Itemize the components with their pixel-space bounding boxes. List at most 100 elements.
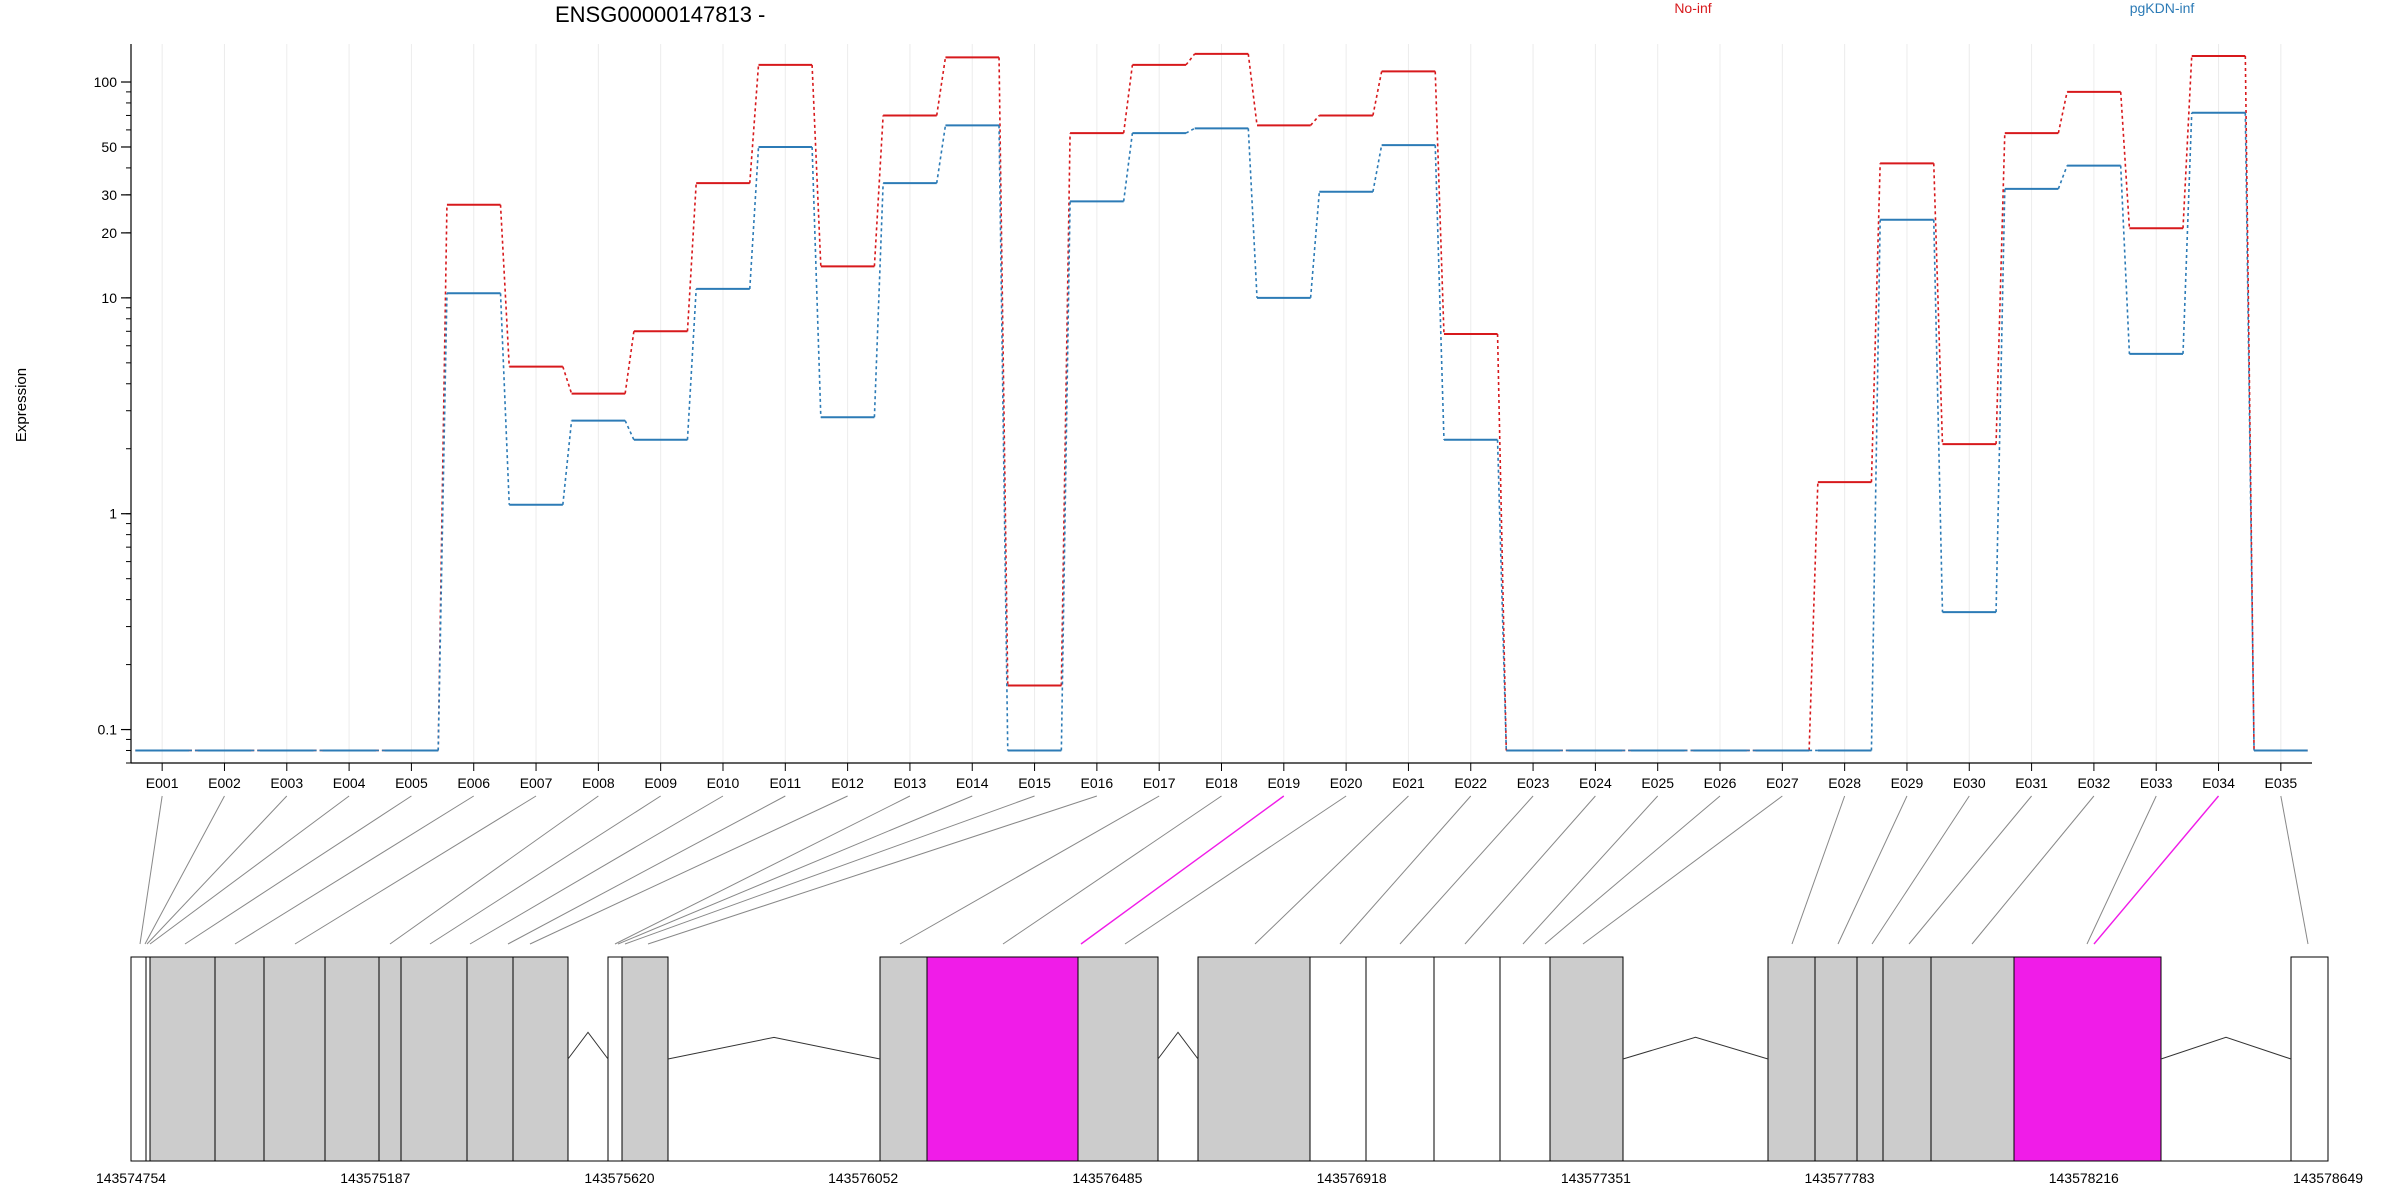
exon-connector-line xyxy=(294,795,537,945)
x-tick-label: E026 xyxy=(1704,775,1737,791)
data-connector xyxy=(1372,144,1383,192)
data-connector xyxy=(1995,188,2006,613)
exon-connector-line xyxy=(2093,795,2220,945)
exon-connector-line xyxy=(1339,795,1472,945)
data-connector xyxy=(811,146,822,418)
coordinate-label: 143576485 xyxy=(1072,1170,1142,1186)
data-connector xyxy=(1247,128,1258,298)
data-connector xyxy=(624,331,635,394)
x-tick-label: E034 xyxy=(2202,775,2235,791)
x-tick-label: E018 xyxy=(1205,775,1238,791)
data-connector xyxy=(624,420,635,441)
data-connector xyxy=(1060,133,1071,686)
data-connector xyxy=(873,115,884,267)
exon-block xyxy=(1309,956,1367,1162)
y-tick-label: 20 xyxy=(101,225,117,241)
y-tick-label: 100 xyxy=(94,74,118,90)
exon-connector-line xyxy=(149,795,350,945)
x-tick-label: E019 xyxy=(1267,775,1300,791)
exon-block xyxy=(621,956,669,1162)
axes: 0.1 1 10 20 30 50 100 E001 E002 E003 E004 E005 E006 E… xyxy=(94,44,2312,791)
x-tick-label: E003 xyxy=(270,775,303,791)
data-connector xyxy=(2244,112,2255,751)
exon-connector-line xyxy=(617,795,973,945)
highlighted-exon-block xyxy=(2013,956,2162,1162)
exon-block xyxy=(1499,956,1551,1162)
exon-block xyxy=(1197,956,1311,1162)
y-tick-label: 10 xyxy=(101,290,117,306)
legend-entry-pgkdn-inf: pgKDN-inf xyxy=(2130,0,2195,16)
exon-block xyxy=(512,956,569,1162)
exon-connector-line xyxy=(429,795,661,945)
exon-block xyxy=(145,956,151,1162)
x-tick-label: E011 xyxy=(769,775,801,791)
exon-connector-line xyxy=(469,795,724,945)
x-tick-label: E005 xyxy=(395,775,428,791)
x-tick-label: E013 xyxy=(894,775,927,791)
exon-block xyxy=(1814,956,1858,1162)
exon-connector-line xyxy=(1791,795,1846,945)
x-tick-label: E031 xyxy=(2015,775,2048,791)
exon-connector-line xyxy=(624,795,1035,945)
exon-block xyxy=(214,956,265,1162)
coordinate-label: 143575620 xyxy=(584,1170,654,1186)
exon-connector-line xyxy=(1582,795,1783,945)
data-connector xyxy=(2119,91,2131,229)
series-pgkdn-inf xyxy=(135,111,2308,752)
data-connector xyxy=(2057,165,2068,190)
intron-line xyxy=(2160,1036,2292,1060)
x-tick-label: E033 xyxy=(2140,775,2173,791)
exon-connector-line xyxy=(184,795,412,945)
x-tick-label: E004 xyxy=(333,775,366,791)
exon-connector-line xyxy=(1971,795,2095,945)
exon-connector-line xyxy=(146,795,288,945)
exon-block xyxy=(466,956,514,1162)
exon-block xyxy=(378,956,402,1162)
series-lines xyxy=(135,52,2308,752)
exon-connector-line xyxy=(529,795,848,945)
exon-block xyxy=(1077,956,1159,1162)
coordinate-label: 143574754 xyxy=(96,1170,166,1186)
data-connector xyxy=(998,57,1009,686)
highlighted-exon-block xyxy=(926,956,1079,1162)
exon-connector-line xyxy=(1254,795,1409,945)
chart-title: ENSG00000147813 - xyxy=(555,2,765,27)
exon-connector-line xyxy=(144,795,225,945)
x-tick-label: E025 xyxy=(1641,775,1674,791)
exon-connector-line xyxy=(2280,795,2309,945)
exon-connector-line xyxy=(1002,795,1222,945)
data-connector xyxy=(748,64,760,184)
exon-block xyxy=(400,956,468,1162)
x-tick-label: E014 xyxy=(956,775,989,791)
data-connector xyxy=(935,125,947,184)
exon-connector-line xyxy=(1837,795,1908,945)
x-tick-label: E007 xyxy=(520,775,553,791)
x-tick-label: E002 xyxy=(208,775,241,791)
y-axis-label: Expression xyxy=(13,368,30,442)
grid-lines xyxy=(161,44,2282,763)
data-connector xyxy=(1434,71,1445,335)
exon-connector-line xyxy=(1399,795,1534,945)
x-tick-label: E010 xyxy=(707,775,740,791)
exon-connector-line xyxy=(1908,795,2032,945)
exon-block xyxy=(1365,956,1435,1162)
exon-connector-line xyxy=(1544,795,1721,945)
x-tick-label: E012 xyxy=(831,775,864,791)
data-connector xyxy=(1808,482,1819,751)
exon-block xyxy=(1767,956,1816,1162)
coordinate-label: 143577783 xyxy=(1804,1170,1874,1186)
data-connector xyxy=(2182,112,2193,354)
exon-block xyxy=(1882,956,1932,1162)
exon-connector-line xyxy=(614,795,911,945)
exon-connector-line xyxy=(1080,795,1285,945)
x-tick-label: E006 xyxy=(457,775,490,791)
x-tick-label: E032 xyxy=(2078,775,2111,791)
x-tick-label: E035 xyxy=(2264,775,2297,791)
data-connector xyxy=(686,288,697,440)
gene-model: 143574754 143575187 143575620 143576052 1435… xyxy=(96,956,2363,1186)
exon-block xyxy=(1549,956,1624,1162)
x-tick-label: E030 xyxy=(1953,775,1986,791)
data-connector xyxy=(686,183,697,332)
exon-connector-line xyxy=(507,795,786,945)
